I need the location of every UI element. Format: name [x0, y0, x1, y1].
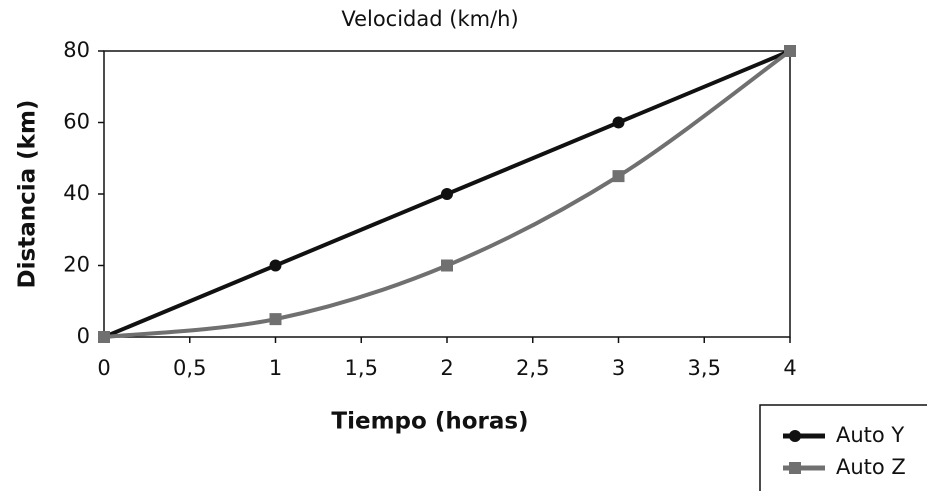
- x-tick-label: 0: [97, 356, 110, 380]
- legend-marker: [789, 462, 801, 474]
- data-point: [784, 45, 796, 57]
- data-point: [612, 116, 625, 129]
- x-tick-label: 2,5: [516, 356, 549, 380]
- y-axis-label: Distancia (km): [15, 100, 41, 289]
- legend-label: Auto Z: [836, 455, 906, 479]
- y-tick-label: 40: [63, 181, 90, 205]
- y-tick-label: 60: [63, 110, 90, 134]
- x-axis-label: Tiempo (horas): [331, 409, 528, 435]
- y-tick-label: 80: [63, 38, 90, 62]
- legend-marker: [789, 430, 801, 442]
- data-point: [612, 170, 625, 183]
- y-tick-label: 20: [63, 253, 90, 277]
- x-tick-label: 3: [612, 356, 625, 380]
- x-tick-label: 3,5: [688, 356, 721, 380]
- x-tick-label: 2: [440, 356, 453, 380]
- legend-label: Auto Y: [836, 423, 904, 447]
- x-tick-label: 0,5: [173, 356, 206, 380]
- x-tick-label: 4: [783, 356, 796, 380]
- data-point: [98, 331, 110, 343]
- data-point: [441, 188, 453, 200]
- chart-title: Velocidad (km/h): [341, 7, 518, 31]
- data-point: [269, 259, 282, 272]
- y-tick-label: 0: [77, 324, 90, 348]
- data-point: [269, 313, 282, 326]
- legend-frame: [759, 404, 927, 491]
- x-tick-label: 1,5: [345, 356, 378, 380]
- x-tick-label: 1: [269, 356, 282, 380]
- data-point: [441, 259, 453, 272]
